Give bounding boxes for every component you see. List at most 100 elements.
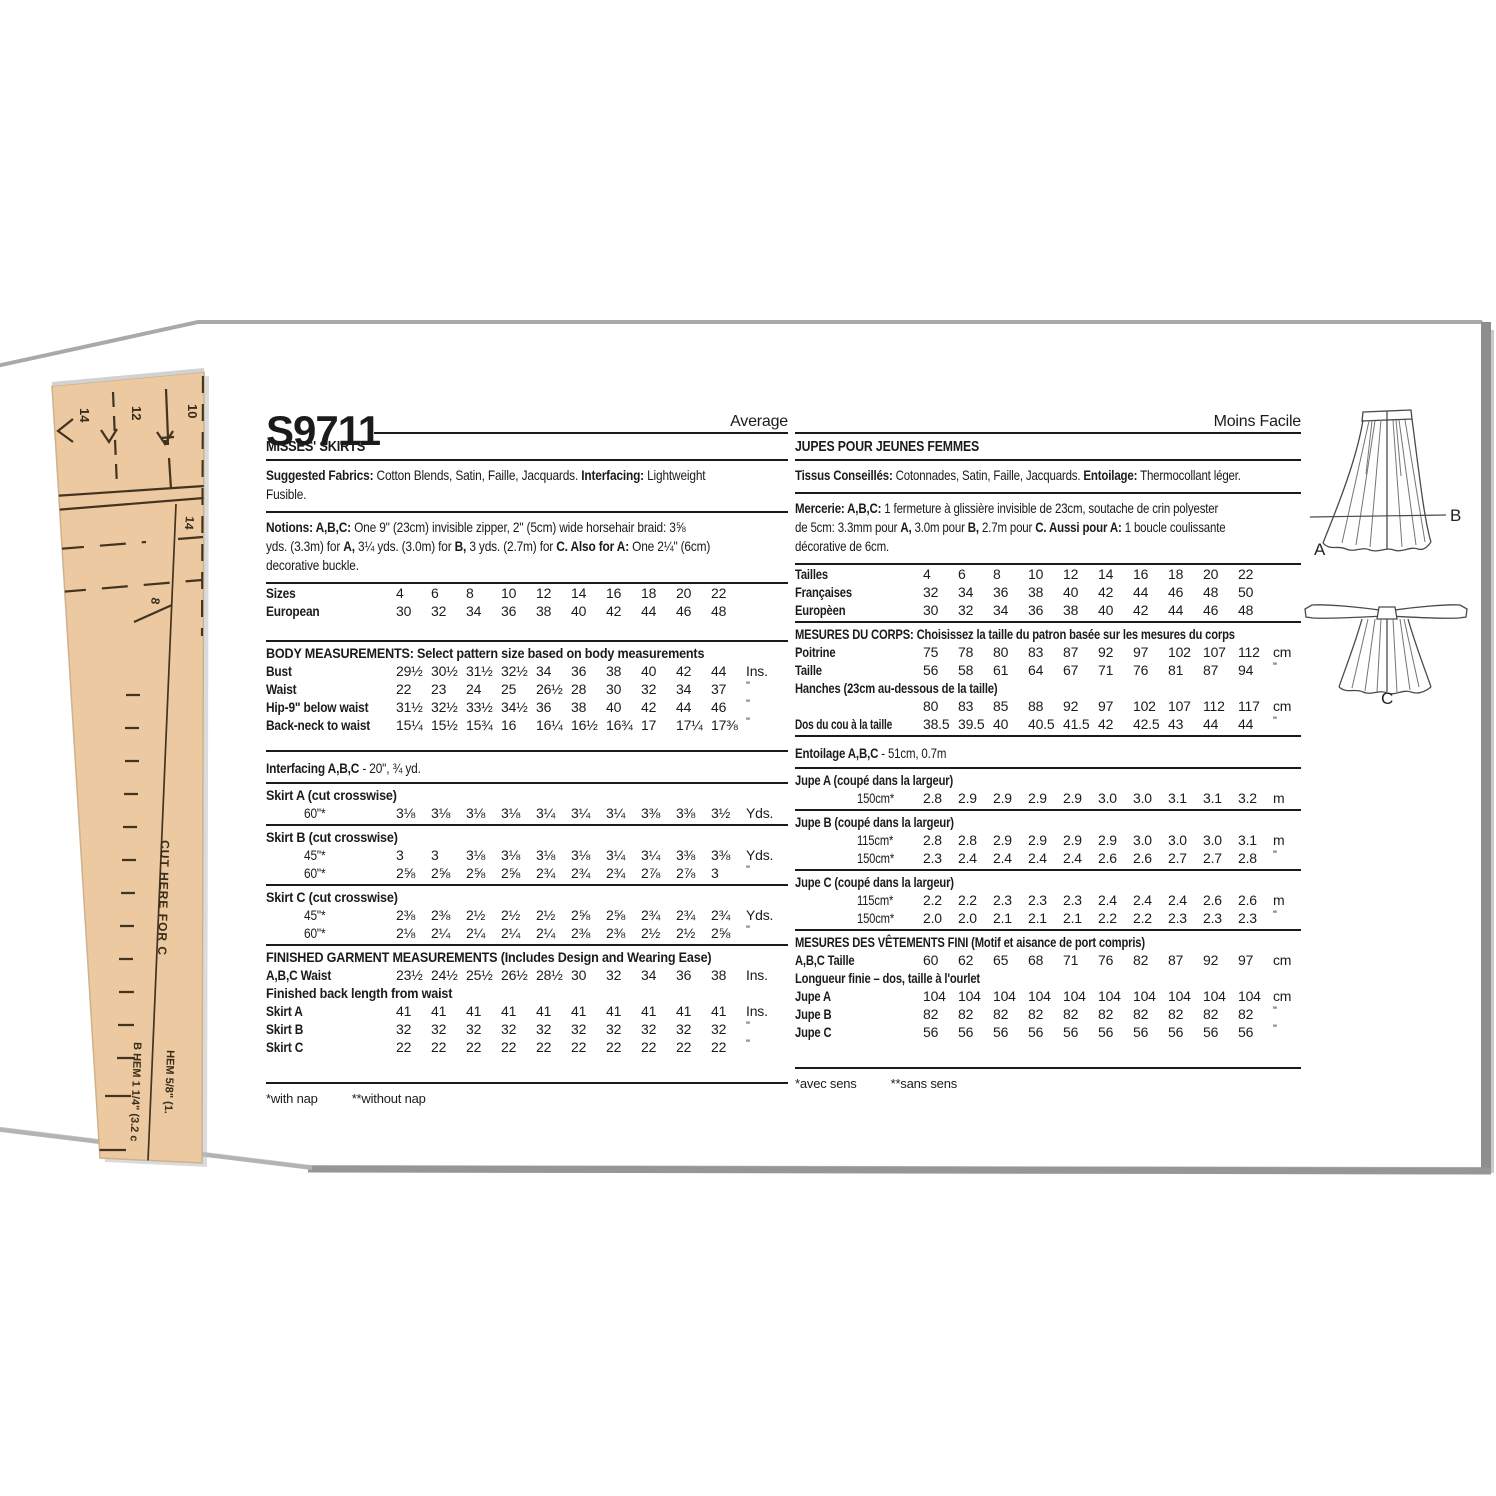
- tissue-markings: [53, 375, 204, 1162]
- row-label: 60"*: [304, 805, 326, 821]
- table-section-header: Jupe C (coupé dans la largeur): [795, 874, 954, 890]
- measurement-cell: 80: [993, 644, 1009, 660]
- measurement-cell: 38: [711, 967, 727, 983]
- measurement-cell: 32: [923, 584, 939, 600]
- unit-cell: m: [1273, 832, 1285, 848]
- measurement-cell: 56: [1203, 1024, 1219, 1040]
- measurement-cell: 2⅜: [606, 925, 626, 941]
- text-line: Entoilage A,B,C - 51cm, 0.7m: [795, 745, 947, 761]
- measurement-cell: 78: [958, 644, 974, 660]
- measurement-cell: 16: [501, 717, 517, 733]
- measurement-cell: 22: [431, 1039, 447, 1055]
- measurement-cell: 68: [1028, 952, 1044, 968]
- row-label: [795, 697, 923, 715]
- unit-cell: m: [1273, 892, 1285, 908]
- row-label: 150cm*: [857, 850, 895, 866]
- row-label: Back-neck to waist: [266, 717, 371, 733]
- measurement-cell: 2.6: [1098, 850, 1117, 866]
- measurement-cell: 22: [606, 1039, 622, 1055]
- measurement-cell: 50: [1238, 584, 1254, 600]
- measurement-cell: 82: [1133, 952, 1149, 968]
- measurement-cell: 64: [1028, 662, 1044, 678]
- divider-rule: [266, 782, 788, 784]
- measurement-cell: 33½: [466, 699, 493, 715]
- tissue-size-mark: 12: [129, 406, 144, 420]
- measurement-cell: 75: [923, 644, 939, 660]
- tissus-paragraph: Tissus Conseillés: Cotonnades, Satin, Fa…: [795, 461, 1301, 494]
- measurement-cell: 97: [1133, 644, 1149, 660]
- measurement-cell: 32½: [501, 663, 528, 679]
- measurement-cell: 2¼: [501, 925, 521, 941]
- finished-garment-header-text: FINISHED GARMENT MEASUREMENTS (Includes …: [266, 949, 712, 965]
- measurement-cell: 42: [1098, 584, 1114, 600]
- mesures-vetements-table: A,B,C Taille 60 62 65 68 71 76 82 87 92 97 cm Longue…: [795, 951, 1301, 1041]
- measurement-cell: 16: [1133, 566, 1149, 582]
- measurement-cell: 2⅝: [396, 865, 416, 881]
- measurement-cell: 2.2: [1133, 910, 1152, 926]
- measurement-cell: 2.3: [923, 850, 942, 866]
- measurement-cell: 2.4: [1098, 892, 1117, 908]
- text-line: décorative de 6cm.: [795, 538, 890, 554]
- measurement-cell: 2.4: [993, 850, 1012, 866]
- footnote-fr: *avec sens **sans sens: [795, 1071, 1301, 1093]
- measurement-cell: 112: [1203, 698, 1225, 714]
- measurement-cell: 40: [993, 716, 1009, 732]
- measurement-cell: 3⅜: [641, 805, 661, 821]
- measurement-cell: 3⅛: [501, 805, 521, 821]
- measurement-cell: 38.5: [923, 716, 950, 732]
- mercerie-paragraph: Mercerie: A,B,C: 1 fermeture à glissière…: [795, 494, 1301, 565]
- unit-cell: ": [1273, 909, 1277, 921]
- tissue-labels: 14 12 10 14 8 CUT HERE FOR C B HEM 1 1/4…: [77, 404, 200, 1142]
- measurement-cell: 2⅝: [501, 865, 521, 881]
- table-section-header: Skirt B (cut crosswise): [266, 829, 398, 845]
- measurement-cell: 30: [606, 681, 622, 697]
- garment-title-en: MISSES' SKIRTS: [266, 434, 788, 461]
- measurement-cell: 22: [711, 1039, 727, 1055]
- row-label: 60"*: [304, 865, 326, 881]
- measurement-cell: 2.9: [1098, 832, 1117, 848]
- measurement-cell: 2½: [501, 907, 521, 923]
- measurement-cell: 39.5: [958, 716, 985, 732]
- divider-rule: [266, 750, 788, 752]
- measurement-cell: 82: [993, 1006, 1009, 1022]
- measurement-cell: 32: [641, 681, 657, 697]
- measurement-cell: 36: [536, 699, 552, 715]
- measurement-cell: 2.3: [1238, 910, 1257, 926]
- text-line: Notions: A,B,C: One 9" (23cm) invisible …: [266, 519, 686, 535]
- spacer: [266, 620, 788, 638]
- table-row: Jupe C 56 56 56 56 56 56 56 56 56 56 ": [795, 1023, 1301, 1041]
- table-row: European 30 32 34 36 38 40 42 44 46 48: [266, 602, 788, 620]
- table-row: 60"* 2⅝ 2⅝ 2⅝ 2⅝ 2¾ 2¾ 2¾ 2⅞ 2⅞ 3 ": [266, 864, 788, 882]
- measurement-cell: 2.3: [993, 892, 1012, 908]
- table-row: Jupe B 82 82 82 82 82 82 82 82 82 82 ": [795, 1005, 1301, 1023]
- interfacing-line: Interfacing A,B,C - 20", ¾ yd.: [266, 754, 788, 780]
- measurement-cell: 32: [958, 602, 974, 618]
- measurement-cell: 2.4: [1028, 850, 1047, 866]
- unit-cell: ": [1273, 1023, 1277, 1035]
- measurement-cell: 2.0: [958, 910, 977, 926]
- entoilage-line: Entoilage A,B,C - 51cm, 0.7m: [795, 739, 1301, 765]
- row-label: 45"*: [304, 907, 326, 923]
- french-masthead: Moins Facile: [795, 390, 1301, 434]
- garment-title-fr: JUPES POUR JEUNES FEMMES: [795, 434, 1301, 461]
- measurement-cell: 3.0: [1098, 790, 1117, 806]
- measurement-cell: 2⅞: [676, 865, 696, 881]
- table-section-header: Longueur finie – dos, taille à l'ourlet: [795, 970, 980, 986]
- measurement-cell: 3¼: [606, 847, 626, 863]
- measurement-cell: 41: [396, 1003, 412, 1019]
- table-row: 60"* 2⅛ 2¼ 2¼ 2¼ 2¼ 2⅜ 2⅜ 2½ 2½ 2⅝ ": [266, 924, 788, 942]
- measurement-cell: 41: [536, 1003, 552, 1019]
- measurement-cell: 80: [923, 698, 939, 714]
- measurement-cell: 44: [1203, 716, 1219, 732]
- measurement-cell: 24: [466, 681, 482, 697]
- measurement-cell: 76: [1098, 952, 1114, 968]
- measurement-cell: 94: [1238, 662, 1254, 678]
- table-row: Hip-9" below waist 31½ 32½ 33½ 34½ 36 38 40 42 44…: [266, 698, 788, 716]
- measurement-cell: 15¼: [396, 717, 423, 733]
- measurement-cell: 46: [1168, 584, 1184, 600]
- measurement-cell: 34: [641, 967, 657, 983]
- unit-cell: ": [1273, 661, 1277, 673]
- measurement-cell: 2.7: [1168, 850, 1187, 866]
- table-row: Skirt B 32 32 32 32 32 32 32 32 32 32 ": [266, 1020, 788, 1038]
- measurement-cell: 4: [923, 566, 931, 582]
